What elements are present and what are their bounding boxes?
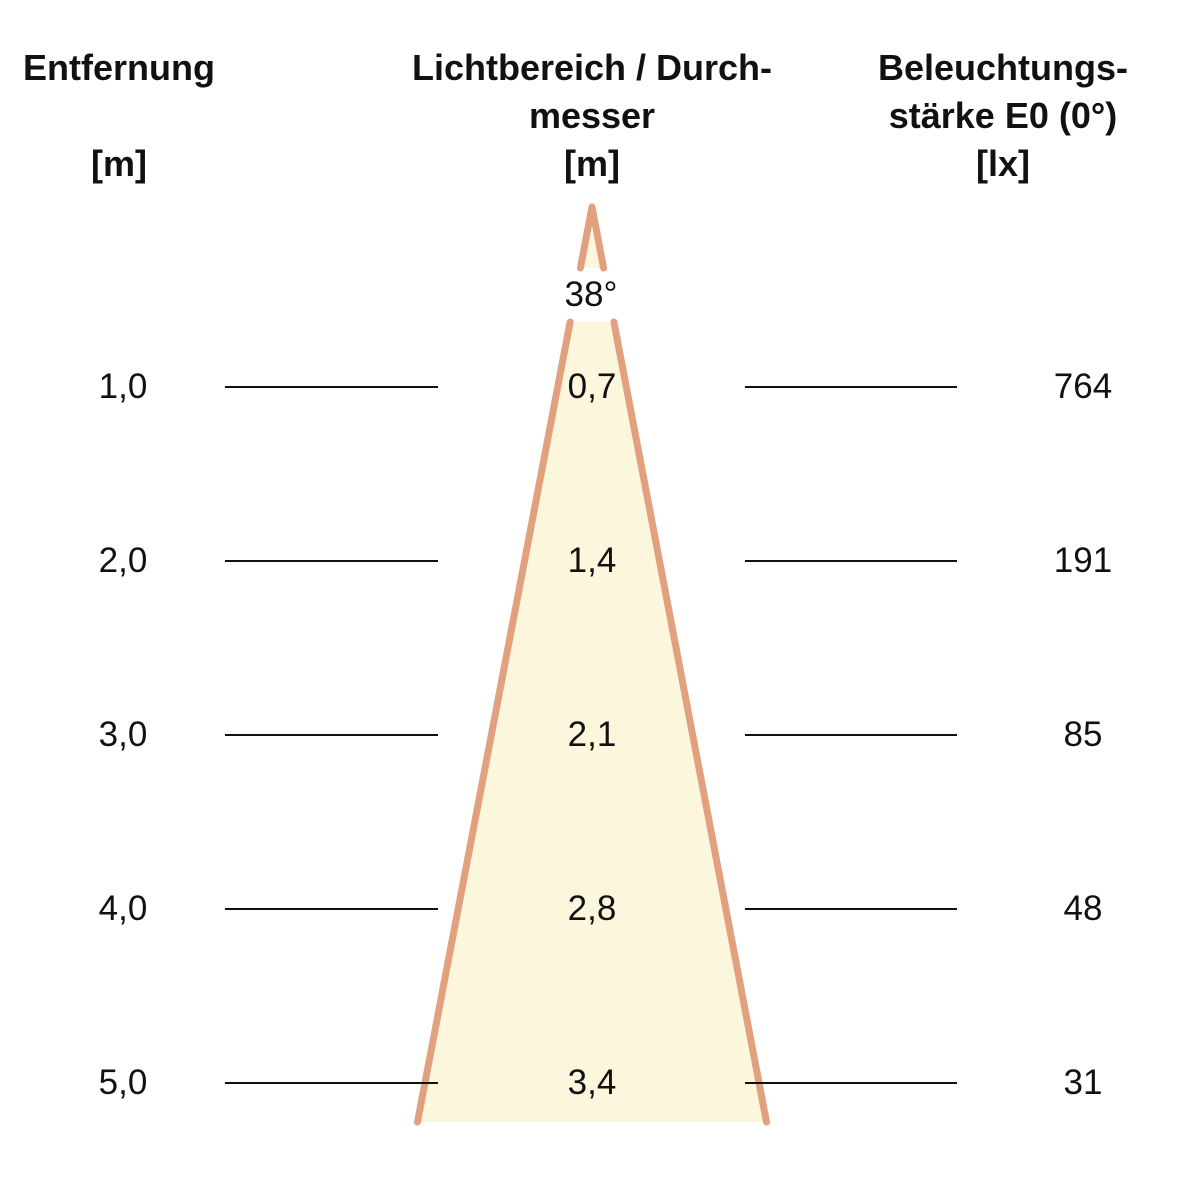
diameter-value: 3,4 (567, 1063, 617, 1102)
beam-column-header: Lichtbereich / Durch- messer [m] (412, 44, 772, 188)
illuminance-header-unit: [lx] (975, 143, 1030, 184)
leader-line-left (225, 908, 438, 910)
distance-value: 2,0 (98, 541, 148, 580)
diameter-value: 2,8 (567, 889, 617, 928)
illuminance-value: 31 (1063, 1063, 1103, 1102)
distance-column-header: Entfernung [m] (23, 44, 215, 188)
diameter-value: 1,4 (567, 541, 617, 580)
illuminance-header-title-line1: Beleuchtungs- (877, 47, 1129, 88)
cone-body-fill (417, 322, 767, 1122)
leader-line-left (225, 386, 438, 388)
leader-line-right (745, 734, 957, 736)
distance-value: 1,0 (98, 367, 148, 406)
leader-line-left (225, 560, 438, 562)
cone-right-edge (610, 318, 770, 1126)
distance-header-title: Entfernung (23, 47, 215, 88)
leader-line-left (225, 1082, 438, 1084)
cone-left-edge (414, 318, 574, 1126)
leader-line-left (225, 734, 438, 736)
diameter-value: 2,1 (567, 715, 617, 754)
cone-apex-right-edge (588, 203, 608, 272)
distance-value: 3,0 (98, 715, 148, 754)
distance-value: 5,0 (98, 1063, 148, 1102)
leader-line-right (745, 386, 957, 388)
leader-line-right (745, 1082, 957, 1084)
distance-header-unit: [m] (90, 143, 147, 184)
diameter-value: 0,7 (567, 367, 617, 406)
beam-header-unit: [m] (564, 143, 620, 184)
distance-value: 4,0 (98, 889, 148, 928)
illuminance-value: 48 (1063, 889, 1103, 928)
cone-apex-left-edge (576, 203, 596, 272)
illuminance-column-header: Beleuchtungs- stärke E0 (0°) [lx] (878, 44, 1128, 188)
distance-header-spacer (23, 92, 215, 140)
beam-angle-label: 38° (564, 275, 618, 314)
illuminance-value: 191 (1053, 541, 1113, 580)
beam-header-title-line2: messer (528, 95, 656, 136)
leader-line-right (745, 560, 957, 562)
beam-header-title-line1: Lichtbereich / Durch- (411, 47, 773, 88)
leader-line-right (745, 908, 957, 910)
illuminance-value: 85 (1063, 715, 1103, 754)
illuminance-value: 764 (1053, 367, 1113, 406)
illuminance-header-title-line2: stärke E0 (0°) (888, 95, 1118, 136)
